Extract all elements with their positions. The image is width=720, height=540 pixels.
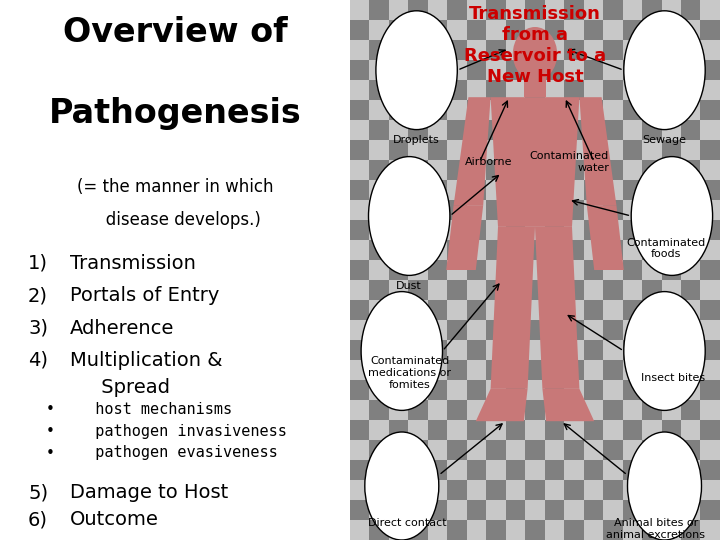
Polygon shape [454, 97, 490, 205]
Text: Direct contact: Direct contact [369, 518, 447, 529]
Text: (= the manner in which: (= the manner in which [77, 178, 274, 196]
Text: pathogen invasiveness: pathogen invasiveness [77, 424, 287, 439]
Polygon shape [490, 227, 535, 389]
Text: Portals of Entry: Portals of Entry [70, 286, 220, 305]
Text: Dust: Dust [396, 281, 422, 291]
Text: host mechanisms: host mechanisms [77, 402, 232, 417]
Text: Contaminated
water: Contaminated water [530, 151, 609, 173]
Polygon shape [587, 205, 624, 270]
Text: Contaminated
medications or
fomites: Contaminated medications or fomites [369, 356, 451, 389]
Text: 1): 1) [28, 254, 48, 273]
Circle shape [624, 11, 705, 130]
Text: Multiplication &: Multiplication & [70, 351, 222, 370]
Text: Damage to Host: Damage to Host [70, 483, 228, 502]
Text: Pathogenesis: Pathogenesis [49, 97, 302, 130]
Text: Transmission: Transmission [70, 254, 196, 273]
Polygon shape [580, 97, 616, 205]
Text: 6): 6) [28, 510, 48, 529]
Text: Airborne: Airborne [464, 157, 512, 167]
Circle shape [369, 157, 450, 275]
Text: 4): 4) [28, 351, 48, 370]
Polygon shape [542, 389, 594, 421]
Text: Insect bites: Insect bites [641, 373, 705, 383]
Circle shape [361, 292, 443, 410]
Text: Droplets: Droplets [393, 135, 440, 145]
Text: pathogen evasiveness: pathogen evasiveness [77, 446, 278, 461]
Text: Transmission
from a
Reservoir to a
New Host: Transmission from a Reservoir to a New H… [464, 5, 606, 86]
Text: •: • [45, 402, 55, 417]
Circle shape [624, 292, 705, 410]
Circle shape [365, 432, 438, 540]
Text: disease develops.): disease develops.) [89, 211, 261, 228]
Text: 3): 3) [28, 319, 48, 338]
Text: Outcome: Outcome [70, 510, 159, 529]
Text: Sewage: Sewage [642, 135, 686, 145]
Polygon shape [490, 97, 580, 227]
Polygon shape [476, 389, 528, 421]
Polygon shape [446, 205, 483, 270]
Text: •: • [45, 446, 55, 461]
Circle shape [376, 11, 457, 130]
Ellipse shape [513, 27, 557, 81]
Circle shape [631, 157, 713, 275]
Text: 2): 2) [28, 286, 48, 305]
Polygon shape [524, 76, 546, 97]
Circle shape [628, 432, 701, 540]
Text: Adherence: Adherence [70, 319, 174, 338]
Text: 5): 5) [28, 483, 48, 502]
Text: Contaminated
foods: Contaminated foods [626, 238, 705, 259]
Text: •: • [45, 424, 55, 439]
Text: Spread: Spread [70, 378, 170, 397]
Text: Animal bites or
animal excretions: Animal bites or animal excretions [606, 518, 705, 540]
Polygon shape [535, 227, 580, 389]
Text: Overview of: Overview of [63, 16, 287, 49]
